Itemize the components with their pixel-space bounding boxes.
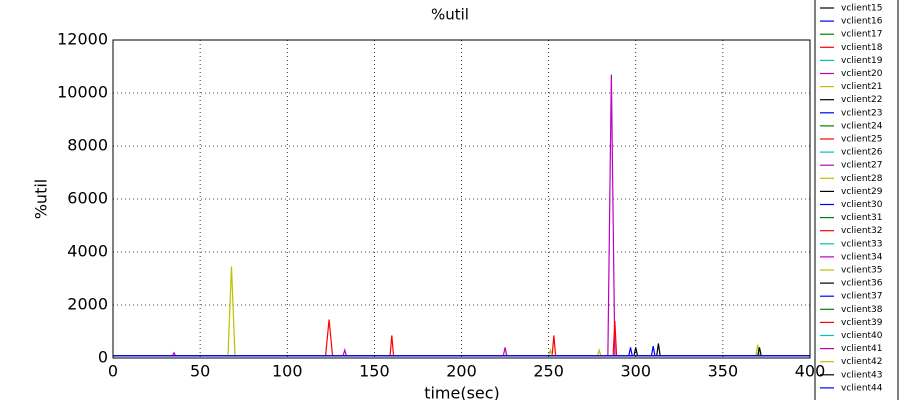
x-tick-label: 350 — [708, 362, 739, 381]
data-line — [113, 345, 810, 357]
legend-label: vclient25 — [841, 135, 883, 145]
data-line — [113, 344, 810, 357]
y-tick-label: 10000 — [57, 83, 108, 102]
x-tick-label: 250 — [533, 362, 564, 381]
legend-label: vclient40 — [841, 331, 883, 341]
legend-label: vclient43 — [841, 370, 883, 380]
legend-label: vclient35 — [841, 266, 883, 276]
y-tick-label: 8000 — [67, 136, 108, 155]
x-tick-label: 100 — [272, 362, 303, 381]
legend-label: vclient22 — [841, 95, 883, 105]
legend-label: vclient26 — [841, 148, 883, 158]
legend-label: vclient27 — [841, 161, 883, 171]
legend-label: vclient39 — [841, 318, 883, 328]
legend-label: vclient24 — [841, 121, 883, 131]
legend-label: vclient16 — [841, 17, 883, 27]
legend-label: vclient36 — [841, 279, 883, 289]
legend-label: vclient33 — [841, 239, 883, 249]
data-line — [113, 343, 810, 357]
x-tick-label: 0 — [108, 362, 118, 381]
legend-label: vclient44 — [841, 383, 883, 393]
plot-frame — [112, 39, 811, 359]
legend-label: vclient37 — [841, 292, 883, 302]
legend-label: vclient41 — [841, 344, 883, 354]
y-axis-label: %util — [32, 179, 51, 220]
y-tick-label: 2000 — [67, 295, 108, 314]
y-tick-label: 0 — [98, 348, 108, 367]
x-tick-label: 50 — [190, 362, 210, 381]
legend-label: vclient21 — [841, 82, 883, 92]
x-tick-label: 150 — [359, 362, 390, 381]
data-line — [113, 266, 810, 357]
legend-label: vclient34 — [841, 252, 883, 262]
legend-label: vclient42 — [841, 357, 883, 367]
data-line — [113, 320, 810, 357]
x-tick-label: 400 — [795, 362, 826, 381]
y-tick-label: 6000 — [67, 189, 108, 208]
legend-label: vclient30 — [841, 200, 883, 210]
legend-label: vclient15 — [841, 4, 883, 14]
legend-label: vclient38 — [841, 305, 883, 315]
x-tick-label: 200 — [446, 362, 477, 381]
data-line — [113, 319, 810, 357]
chart-title: %util — [431, 6, 469, 24]
legend-box — [814, 0, 899, 400]
y-tick-label: 12000 — [57, 30, 108, 49]
legend-label: vclient18 — [841, 43, 883, 53]
y-tick-label: 4000 — [67, 242, 108, 261]
legend-label: vclient23 — [841, 108, 883, 118]
legend-label: vclient19 — [841, 56, 883, 66]
legend-label: vclient31 — [841, 213, 883, 223]
legend-label: vclient29 — [841, 187, 883, 197]
legend-label: vclient32 — [841, 226, 883, 236]
legend-label: vclient28 — [841, 174, 883, 184]
x-tick-label: 300 — [620, 362, 651, 381]
legend-label: vclient17 — [841, 30, 883, 40]
legend-label: vclient20 — [841, 69, 883, 79]
x-axis-label: time(sec) — [424, 384, 500, 400]
